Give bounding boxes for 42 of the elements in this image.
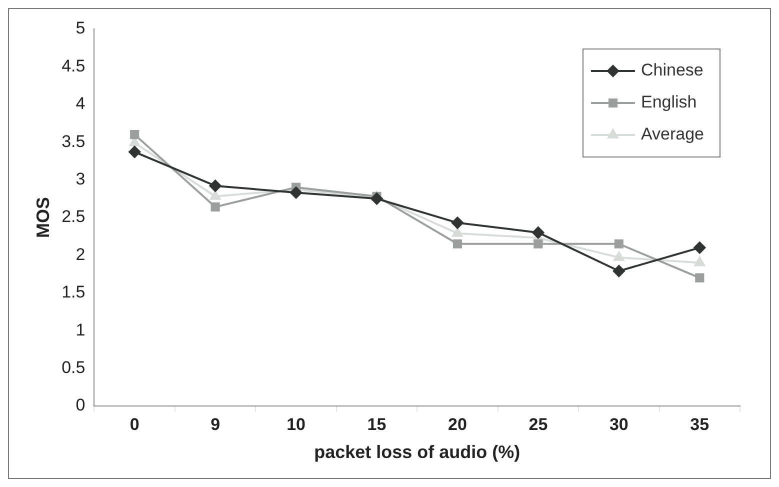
- legend-label: English: [640, 92, 697, 112]
- y-axis-title: MOS: [32, 196, 53, 238]
- y-tick-label: 1.5: [62, 282, 86, 302]
- x-tick-label: 10: [286, 414, 306, 434]
- point: [370, 192, 383, 205]
- y-tick-label: 4: [76, 94, 86, 114]
- legend-label: Average: [640, 124, 704, 144]
- point: [614, 251, 624, 261]
- x-tick-label: 9: [210, 414, 220, 434]
- y-tick-label: 1: [76, 320, 86, 340]
- point: [694, 256, 705, 266]
- y-tick-label: 4.5: [62, 56, 86, 76]
- point: [130, 130, 140, 140]
- x-tick-label: 0: [130, 414, 140, 434]
- point: [532, 226, 544, 239]
- y-tick-label: 3.5: [62, 132, 86, 151]
- point: [612, 265, 625, 278]
- point: [451, 216, 464, 229]
- point: [452, 239, 462, 248]
- point: [209, 180, 222, 192]
- point: [210, 190, 221, 200]
- y-tick-label: 2: [76, 244, 86, 264]
- point: [695, 273, 704, 282]
- x-tick-label: 20: [448, 414, 467, 434]
- point: [614, 239, 624, 248]
- y-tick-label: 0: [76, 396, 86, 415]
- x-tick-label: 35: [690, 414, 710, 434]
- x-tick-label: 15: [367, 414, 386, 434]
- x-tick-label: 25: [528, 414, 548, 434]
- point: [452, 227, 463, 237]
- legend-label: Chinese: [640, 60, 704, 80]
- y-tick-label: 0.5: [62, 358, 86, 377]
- point: [694, 242, 706, 254]
- y-tick-label: 5: [76, 18, 86, 38]
- point: [290, 186, 302, 199]
- y-tick-label: 2.5: [62, 207, 86, 226]
- x-axis-title: packet loss of audio (%): [314, 442, 520, 462]
- x-tick-label: 30: [609, 414, 628, 434]
- y-tick-label: 3: [76, 169, 86, 188]
- point: [128, 146, 141, 158]
- point: [210, 202, 220, 212]
- point: [534, 239, 543, 248]
